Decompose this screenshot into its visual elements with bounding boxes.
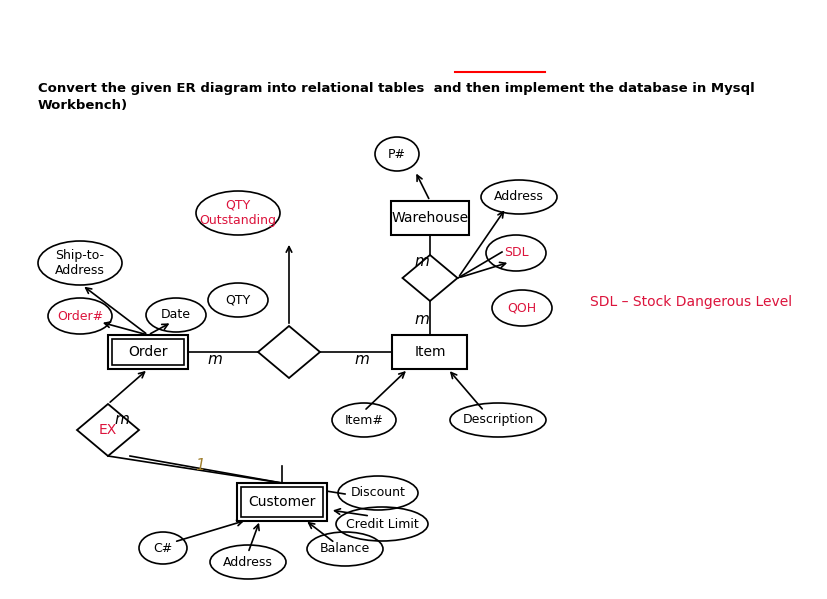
Text: Date: Date	[160, 308, 191, 322]
Text: Description: Description	[461, 413, 533, 426]
Text: Customer: Customer	[248, 495, 315, 509]
Text: EX: EX	[98, 423, 117, 437]
Text: Item: Item	[414, 345, 445, 359]
Polygon shape	[402, 255, 457, 301]
Bar	[390, 201, 468, 235]
Text: Address: Address	[222, 555, 273, 568]
Text: Warehouse: Warehouse	[391, 211, 468, 225]
Bar	[108, 335, 188, 369]
Text: QTY: QTY	[225, 294, 251, 307]
Text: SDL: SDL	[503, 247, 528, 259]
Text: QTY
Outstanding: QTY Outstanding	[199, 199, 276, 227]
Polygon shape	[77, 404, 139, 456]
Text: m: m	[414, 255, 429, 270]
Text: Credit Limit: Credit Limit	[345, 518, 418, 531]
Text: Convert the given ER diagram into relational tables  and then implement the data: Convert the given ER diagram into relati…	[38, 82, 754, 112]
Text: Address: Address	[494, 190, 543, 204]
Bar	[241, 487, 323, 517]
Text: Ship-to-
Address: Ship-to- Address	[55, 249, 105, 277]
Text: m: m	[414, 313, 429, 328]
Bar	[237, 483, 327, 521]
Text: 1: 1	[195, 458, 204, 473]
Bar	[392, 335, 467, 369]
Text: QOH: QOH	[507, 301, 536, 314]
Text: SDL – Stock Dangerous Level: SDL – Stock Dangerous Level	[590, 295, 791, 309]
Text: Item#: Item#	[344, 413, 383, 426]
Text: m: m	[208, 352, 222, 368]
Text: m: m	[114, 413, 129, 428]
Text: P#: P#	[388, 147, 405, 161]
Text: Discount: Discount	[350, 486, 405, 500]
Bar	[112, 339, 184, 365]
Polygon shape	[258, 326, 319, 378]
Text: Order#: Order#	[57, 310, 103, 322]
Text: m: m	[354, 352, 369, 368]
Text: Order: Order	[128, 345, 168, 359]
Text: Balance: Balance	[319, 543, 370, 555]
Text: C#: C#	[153, 541, 172, 555]
